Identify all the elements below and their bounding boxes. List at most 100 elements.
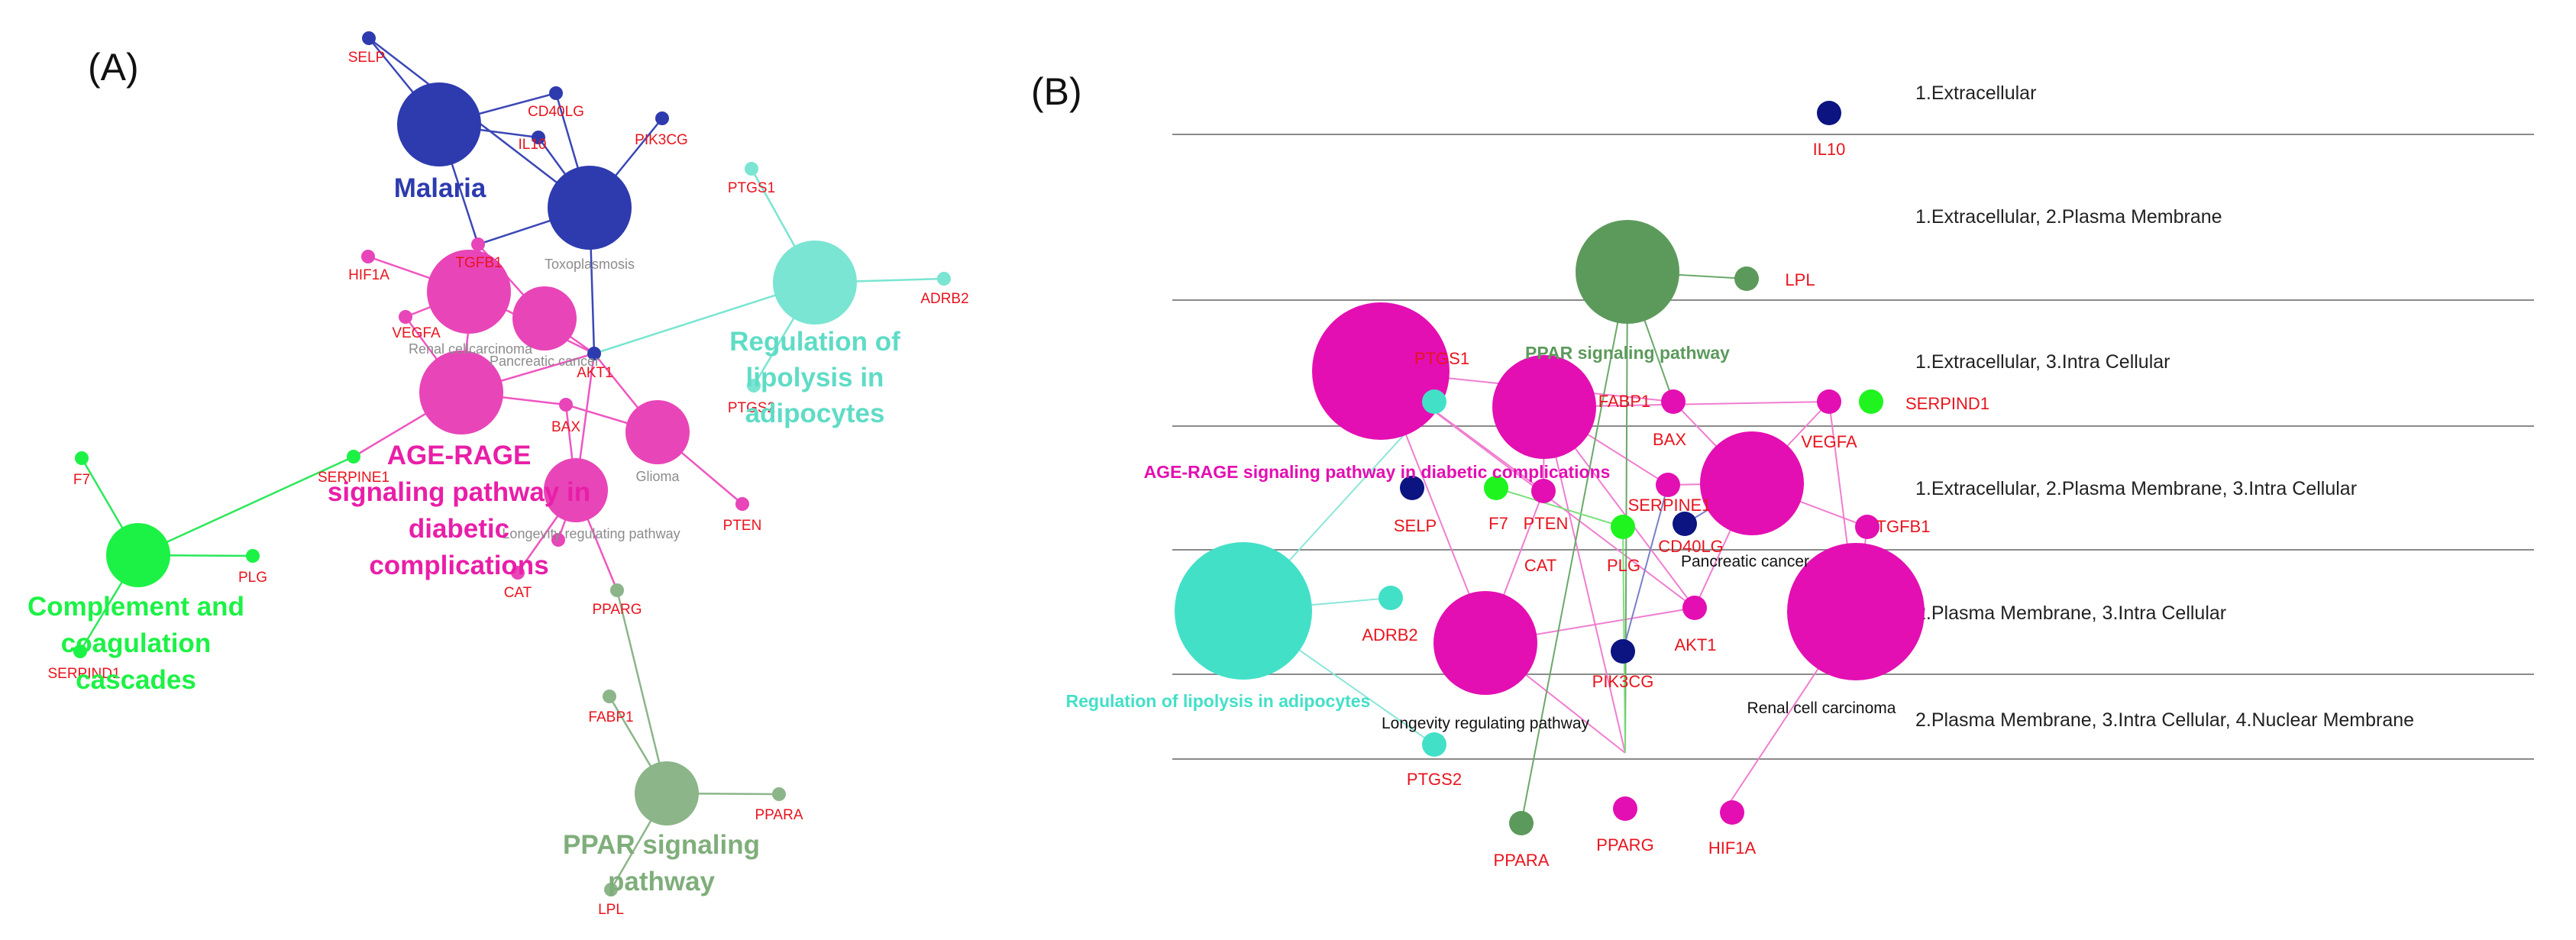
- term-label-lipolysis-2: lipolysis in: [746, 363, 884, 392]
- b-gene-node-pparg[interactable]: [1613, 796, 1637, 821]
- term-label-toxoplasmosis: Toxoplasmosis: [545, 257, 635, 272]
- b-gene-label-pten: PTEN: [1524, 514, 1569, 533]
- gene-node-plg[interactable]: [246, 549, 260, 563]
- b-node-age-rage[interactable]: [1312, 302, 1450, 440]
- gene-node-ppara[interactable]: [772, 787, 786, 801]
- b-node-lipolysis[interactable]: [1175, 542, 1312, 680]
- b-gene-node-f7[interactable]: [1484, 476, 1508, 500]
- gene-node-bax[interactable]: [559, 398, 573, 412]
- b-node-glioma[interactable]: [1700, 431, 1804, 535]
- gene-node-serpind1[interactable]: [73, 644, 87, 658]
- b-gene-label-ppara: PPARA: [1494, 851, 1550, 870]
- term-label-lipolysis-3: adipocytes: [745, 399, 885, 428]
- b-gene-node-il10[interactable]: [1817, 101, 1841, 125]
- gene-node-ptgs2[interactable]: [747, 379, 761, 392]
- gene-label-akt1: AKT1: [577, 365, 613, 381]
- gene-node-akt1[interactable]: [587, 347, 601, 360]
- gene-node-il10[interactable]: [532, 131, 545, 144]
- b-gene-node-ptgs2[interactable]: [1422, 732, 1446, 757]
- b-gene-node-selp[interactable]: [1400, 476, 1424, 500]
- b-gene-node-ppara[interactable]: [1509, 811, 1534, 835]
- gene-label-selp: SELP: [348, 50, 386, 66]
- gene-node-fabp1[interactable]: [603, 690, 616, 703]
- b-gene-label-selp: SELP: [1394, 516, 1437, 535]
- b-term-label-pancreatic: Pancreatic cancer: [1681, 553, 1809, 570]
- b-gene-label-ptgs2: PTGS2: [1407, 770, 1462, 789]
- gene-node-cd40lg[interactable]: [549, 86, 563, 100]
- gene-label-cat: CAT: [504, 585, 532, 601]
- gene-node-cat[interactable]: [511, 566, 525, 580]
- layer-label-5: 2.Plasma Membrane, 3.Intra Cellular: [1915, 602, 2226, 624]
- b-node-ppar[interactable]: [1576, 220, 1679, 324]
- b-node-pancreatic-cancer[interactable]: [1492, 355, 1596, 459]
- b-gene-node-ptgs1[interactable]: [1422, 389, 1446, 414]
- b-gene-node-vegfa[interactable]: [1817, 389, 1841, 414]
- complement-node[interactable]: [106, 523, 170, 587]
- b-term-label-age-rage: AGE-RAGE signaling pathway in diabetic c…: [1144, 462, 1611, 482]
- b-gene-node-tgfb1[interactable]: [1855, 515, 1879, 539]
- term-label-renal: Renal cellcarcinoma: [409, 341, 533, 357]
- ppar-node[interactable]: [635, 761, 699, 825]
- longevity-node[interactable]: [544, 458, 608, 522]
- panel-b-term-labels: PPAR signaling pathway AGE-RAGE signalin…: [1066, 343, 1896, 732]
- lipolysis-node[interactable]: [773, 241, 857, 325]
- gene-node-ptgs1[interactable]: [745, 162, 758, 176]
- glioma-node[interactable]: [625, 400, 690, 464]
- gene-node-serpine1[interactable]: [347, 450, 360, 464]
- gene-label-bax: BAX: [551, 419, 580, 435]
- b-gene-node-plg[interactable]: [1611, 515, 1635, 539]
- term-label-pancreatic: Pancreatic cancer: [490, 354, 600, 369]
- b-gene-node-hif1a[interactable]: [1720, 800, 1744, 825]
- malaria-node[interactable]: [397, 82, 481, 166]
- gene-label-ptgs2: PTGS2: [728, 400, 775, 416]
- b-gene-label-hif1a: HIF1A: [1708, 838, 1757, 858]
- term-label-ppar-1: PPAR signaling: [563, 830, 760, 860]
- b-gene-label-vegfa: VEGFA: [1801, 432, 1857, 451]
- gene-node-vegfa[interactable]: [399, 310, 412, 324]
- b-gene-node-serpind1[interactable]: [1859, 389, 1883, 414]
- gene-node-pten[interactable]: [735, 497, 749, 511]
- b-gene-label-serpind1: SERPIND1: [1905, 394, 1989, 413]
- gene-node-hif1a[interactable]: [361, 250, 375, 263]
- pancreatic-cancer-node[interactable]: [512, 286, 577, 350]
- b-gene-node-serpine1[interactable]: [1656, 473, 1680, 497]
- b-gene-node-cd40lg[interactable]: [1673, 512, 1697, 536]
- b-gene-node-pten[interactable]: [1531, 479, 1556, 503]
- panel-b: (B) 1.Extracellular 1.Extracellular, 2.P…: [1031, 70, 2534, 870]
- gene-label-pten: PTEN: [723, 518, 762, 534]
- renal-cell-carcinoma-node[interactable]: [427, 250, 511, 334]
- toxoplasmosis-node[interactable]: [548, 166, 632, 250]
- b-node-longevity[interactable]: [1433, 591, 1537, 695]
- b-node-renal-cell-carcinoma[interactable]: [1787, 543, 1925, 680]
- b-gene-node-adrb2[interactable]: [1378, 586, 1403, 610]
- b-term-label-lipolysis: Regulation of lipolysis in adipocytes: [1066, 691, 1371, 711]
- layer-label-3: 1.Extracellular, 3.Intra Cellular: [1915, 351, 2170, 373]
- gene-node-pik3cg[interactable]: [655, 111, 669, 125]
- gene-node-lpl[interactable]: [604, 883, 618, 896]
- term-label-longevity: Longevity regulating pathway: [502, 526, 680, 541]
- b-gene-node-akt1[interactable]: [1682, 596, 1707, 620]
- edge: [1622, 484, 1669, 652]
- b-gene-node-fabp1[interactable]: [1661, 389, 1686, 414]
- b-term-label-ppar: PPAR signaling pathway: [1525, 343, 1730, 363]
- gene-node-tgfb1[interactable]: [471, 237, 485, 251]
- b-gene-node-lpl[interactable]: [1734, 266, 1759, 291]
- term-label-lipolysis-1: Regulation of: [729, 327, 900, 357]
- term-label-age-rage-4: complications: [369, 551, 548, 580]
- gene-node-f7[interactable]: [75, 451, 89, 465]
- panel-a: (A): [27, 31, 969, 918]
- term-label-complement-2: coagulation: [61, 628, 211, 658]
- panel-a-gene-nodes: [73, 31, 951, 896]
- gene-node-adrb2[interactable]: [937, 272, 951, 286]
- gene-label-hif1a: HIF1A: [348, 267, 389, 283]
- b-gene-label-akt1: AKT1: [1674, 635, 1716, 654]
- b-term-label-longevity: Longevity regulating pathway: [1382, 715, 1590, 732]
- age-rage-node[interactable]: [419, 350, 503, 434]
- gene-node-longevity-hub[interactable]: [551, 533, 565, 547]
- gene-label-vegfa: VEGFA: [392, 325, 441, 341]
- term-label-age-rage-1: AGE-RAGE: [387, 441, 532, 470]
- layer-label-2: 1.Extracellular, 2.Plasma Membrane: [1915, 206, 2222, 228]
- gene-node-pparg[interactable]: [610, 583, 624, 597]
- b-gene-node-pik3cg[interactable]: [1611, 639, 1635, 664]
- gene-node-selp[interactable]: [362, 31, 376, 45]
